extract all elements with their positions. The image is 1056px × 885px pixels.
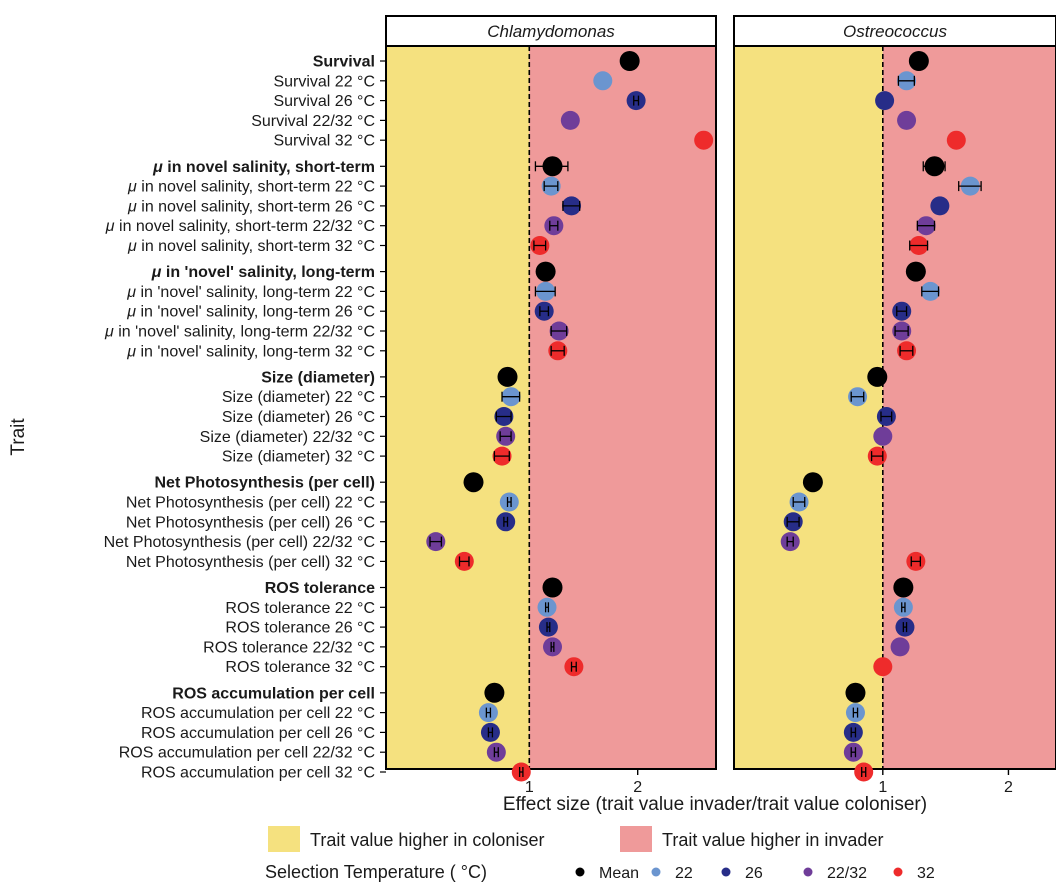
trait-label: μ in 'novel' salinity, long-term 32 °C	[126, 343, 375, 360]
panel-border	[385, 45, 717, 770]
legend-marker	[651, 867, 661, 877]
data-point	[694, 130, 714, 150]
panel-border	[733, 45, 1056, 770]
panel-chlamydomonas: Chlamydomonas 1 2	[385, 15, 717, 796]
mean-point	[463, 472, 484, 493]
trait-label: ROS tolerance 22 °C	[225, 600, 375, 617]
legend-coloniser-swatch	[268, 826, 300, 852]
trait-label: μ in 'novel' salinity, long-term 22 °C	[126, 284, 375, 301]
data-point	[890, 637, 910, 657]
trait-label: μ in novel salinity, short-term 22/32 °C	[105, 218, 375, 235]
legend-entry-label: 32	[917, 865, 935, 882]
trait-label: μ in novel salinity, short-term 22 °C	[127, 179, 375, 196]
legend-marker	[575, 867, 585, 877]
trait-label: ROS accumulation per cell 32 °C	[141, 765, 375, 782]
trait-label: Net Photosynthesis (per cell) 26 °C	[126, 514, 375, 531]
trait-label: Size (diameter) 22 °C	[222, 389, 375, 406]
data-point	[873, 657, 893, 677]
trait-label: Survival 22/32 °C	[251, 113, 375, 130]
trait-label: ROS tolerance 22/32 °C	[203, 639, 375, 656]
data-point	[873, 426, 893, 446]
legend-entry-label: 22/32	[827, 865, 867, 882]
x-tick-label: 1	[878, 779, 887, 796]
trait-label: μ in 'novel' salinity, long-term 26 °C	[126, 304, 375, 321]
data-point	[946, 130, 966, 150]
trait-label: Net Photosynthesis (per cell) 22/32 °C	[104, 534, 375, 551]
mean-point	[845, 682, 866, 703]
legend-invader-swatch	[620, 826, 652, 852]
mean-point	[484, 682, 505, 703]
panels-layer: Chlamydomonas 1 2 Ostreococcus 1 2	[385, 15, 1056, 796]
trait-label: Size (diameter)	[261, 369, 375, 386]
mean-point	[867, 366, 888, 387]
x-axis-title: Effect size (trait value invader/trait v…	[503, 794, 927, 815]
mean-point	[908, 51, 929, 71]
trait-label: μ in 'novel' salinity, long-term 22/32 °…	[104, 324, 375, 341]
trait-label: ROS accumulation per cell 26 °C	[141, 725, 375, 742]
legend-entry-label: Mean	[599, 865, 639, 882]
trait-label: ROS tolerance	[265, 580, 375, 597]
panel-strip-label: Ostreococcus	[843, 22, 947, 41]
data-point	[560, 110, 580, 130]
x-tick-label: 2	[1004, 779, 1013, 796]
mean-point	[542, 577, 563, 598]
trait-label: Survival 32 °C	[273, 133, 375, 150]
data-point	[875, 91, 895, 111]
mean-point	[619, 51, 640, 71]
legend-invader-label: Trait value higher in invader	[662, 830, 883, 850]
trait-label: μ in 'novel' salinity, long-term	[151, 264, 375, 281]
coloniser-region	[386, 46, 530, 769]
data-point	[930, 196, 950, 216]
trait-label: Net Photosynthesis (per cell)	[155, 475, 376, 492]
mean-point	[497, 366, 518, 387]
trait-label: μ in novel salinity, short-term 32 °C	[127, 238, 375, 255]
legend: Trait value higher in coloniser Trait val…	[265, 826, 935, 882]
trait-label: ROS tolerance 32 °C	[225, 659, 375, 676]
trait-label: ROS accumulation per cell 22 °C	[141, 705, 375, 722]
panel-ostreococcus: Ostreococcus 1 2	[733, 15, 1056, 796]
legend-marker	[893, 867, 903, 877]
trait-label: Net Photosynthesis (per cell) 22 °C	[126, 495, 375, 512]
trait-label: ROS accumulation per cell	[172, 685, 375, 702]
invader-region	[882, 46, 1056, 769]
mean-point	[893, 577, 914, 598]
trait-label: Survival	[313, 54, 375, 71]
legend-marker	[803, 867, 813, 877]
trait-label: ROS tolerance 26 °C	[225, 620, 375, 637]
data-point	[897, 110, 917, 130]
legend-title: Selection Temperature ( °C)	[265, 862, 487, 882]
trait-label: μ in novel salinity, short-term 26 °C	[127, 198, 375, 215]
trait-label: Survival 22 °C	[273, 73, 375, 90]
legend-entry-label: 26	[745, 865, 763, 882]
x-tick-label: 2	[633, 779, 642, 796]
trait-label: Net Photosynthesis (per cell) 32 °C	[126, 554, 375, 571]
legend-marker	[721, 867, 731, 877]
trait-label: Size (diameter) 32 °C	[222, 449, 375, 466]
trait-labels: Survival Survival 22 °C Survival 26 °C Surv…	[104, 54, 386, 782]
mean-point	[802, 472, 823, 493]
data-point	[593, 71, 613, 91]
trait-label: Size (diameter) 26 °C	[222, 409, 375, 426]
panel-strip-label: Chlamydomonas	[487, 22, 615, 41]
trait-label: Survival 26 °C	[273, 93, 375, 110]
trait-label: μ in novel salinity, short-term	[152, 159, 375, 176]
coloniser-region	[734, 46, 883, 769]
x-tick-label: 1	[525, 779, 534, 796]
legend-coloniser-label: Trait value higher in coloniser	[310, 830, 544, 850]
legend-entry-label: 22	[675, 865, 693, 882]
trait-label: ROS accumulation per cell 22/32 °C	[119, 745, 375, 762]
trait-label: Size (diameter) 22/32 °C	[200, 429, 375, 446]
y-axis-title: Trait	[8, 418, 29, 456]
invader-region	[529, 46, 716, 769]
